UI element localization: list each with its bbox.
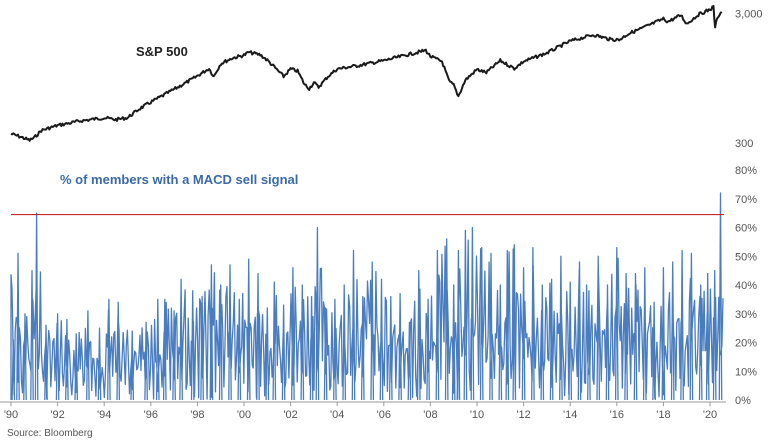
macd-label: % of members with a MACD sell signal [60,172,298,187]
x-tick-label: '90 [4,409,18,421]
x-tick-label: '10 [470,409,484,421]
x-tick-label: '00 [237,409,251,421]
x-tick-label: '96 [144,409,158,421]
macd-y-tick-label: 20% [735,338,757,350]
macd-y-tick-label: 80% [735,165,757,177]
x-tick-label: '92 [50,409,64,421]
x-tick-label: '04 [330,409,344,421]
source-note: Source: Bloomberg [7,428,93,439]
macd-y-tick-label: 10% [735,366,757,378]
sp500-y-tick-label: 3,000 [735,9,763,21]
x-tick-label: '12 [516,409,530,421]
macd-y-tick-label: 50% [735,251,757,263]
x-tick-label: '98 [190,409,204,421]
macd-panel: 0% 10% 20% 30% 40% 50% 60% 70% 80% [10,165,757,407]
macd-y-tick-label: 0% [735,395,751,407]
sp500-line [10,5,723,142]
sp500-y-tick-label: 300 [735,138,753,150]
macd-y-tick-label: 40% [735,280,757,292]
x-tick-label: '08 [423,409,437,421]
macd-y-tick-label: 30% [735,309,757,321]
x-tick-label: '94 [97,409,111,421]
x-tick-label: '20 [703,409,717,421]
x-tick-label: '02 [283,409,297,421]
x-tick-label: '14 [563,409,577,421]
sp500-panel: 300 3,000 [10,5,763,150]
macd-series-line [10,192,724,401]
x-tick-label: '06 [377,409,391,421]
macd-y-tick-label: 60% [735,223,757,235]
x-tick-label: '18 [656,409,670,421]
x-tick-label: '16 [610,409,624,421]
sp500-label: S&P 500 [136,44,188,59]
x-axis: '90 '92 '94 '96 '98 '00 '02 '04 '06 '08 '10 '12 '14 '… [0,401,726,421]
macd-y-tick-label: 70% [735,194,757,206]
